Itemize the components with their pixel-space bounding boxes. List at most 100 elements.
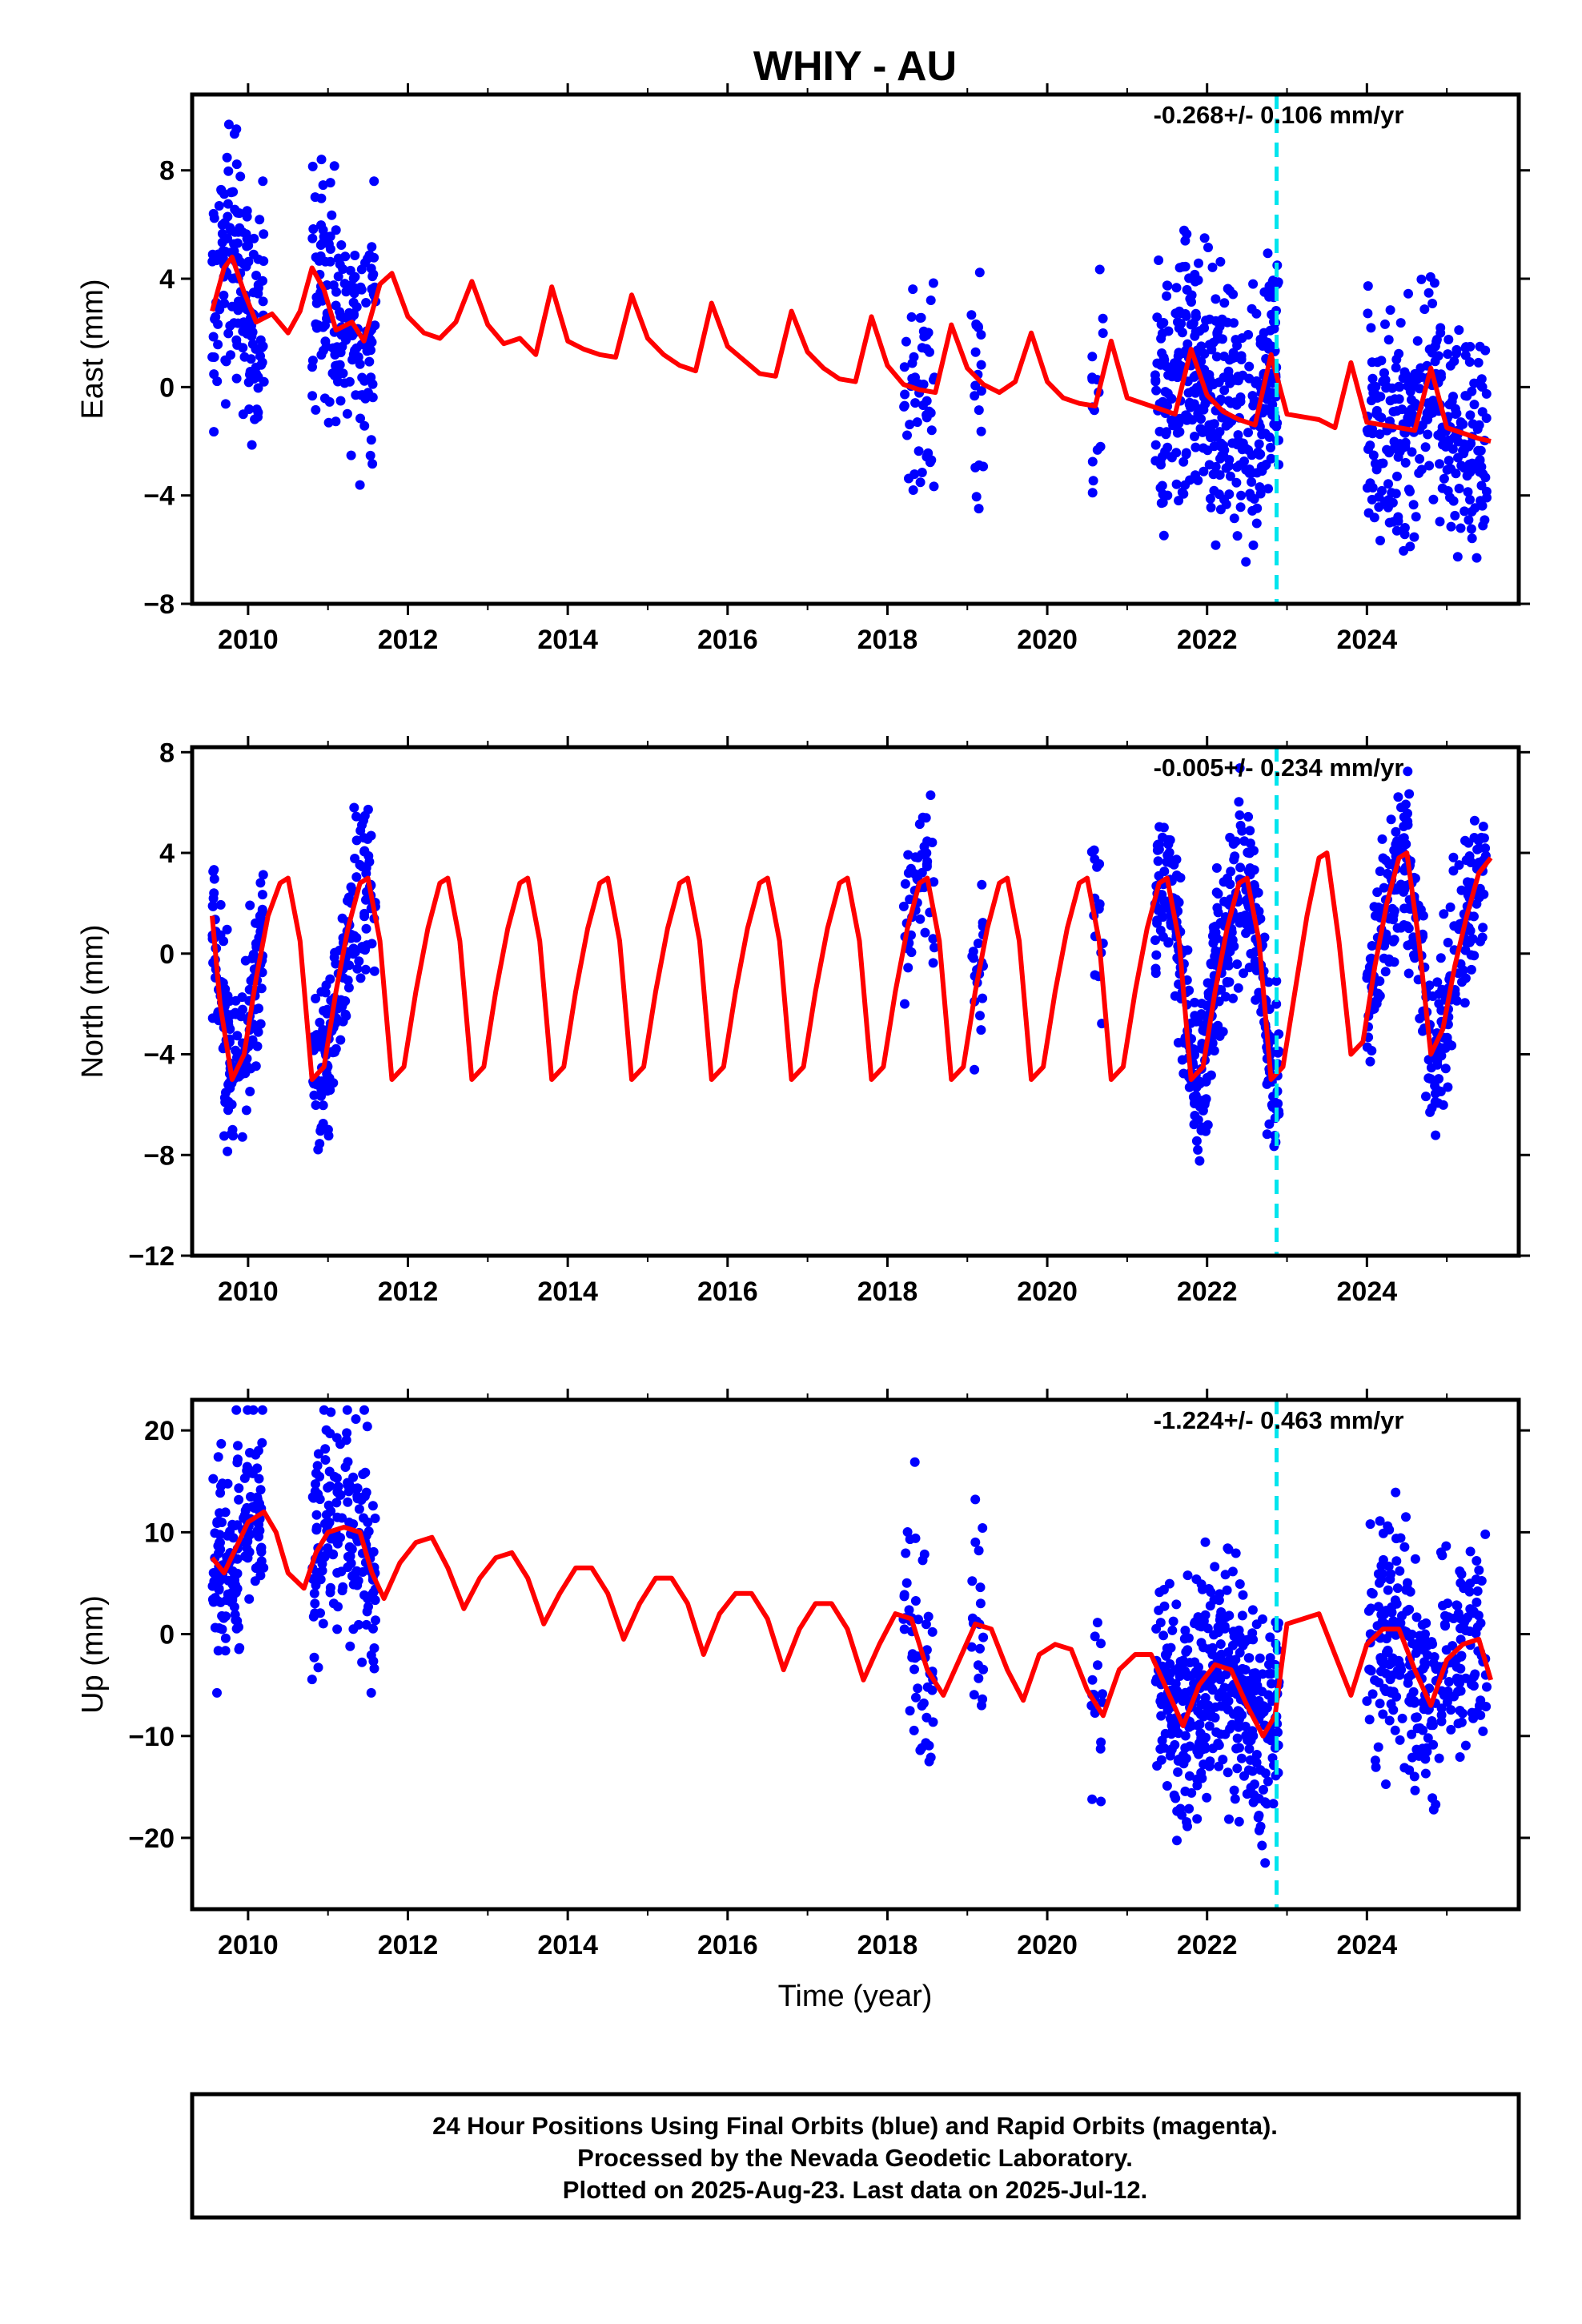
- data-point: [1239, 968, 1249, 979]
- data-point: [1094, 903, 1104, 914]
- data-point: [909, 1664, 919, 1675]
- data-point: [1431, 1130, 1441, 1140]
- data-point: [1230, 851, 1240, 862]
- data-point: [1434, 1047, 1444, 1057]
- data-point: [369, 176, 379, 187]
- data-point: [1365, 1056, 1375, 1067]
- data-point: [1266, 1735, 1276, 1746]
- data-point: [920, 927, 930, 938]
- x-tick-label: 2010: [218, 1930, 279, 1960]
- data-point: [338, 1582, 348, 1592]
- data-point: [1388, 1687, 1399, 1697]
- data-point: [345, 1641, 355, 1651]
- data-point: [1439, 1619, 1450, 1630]
- data-point: [216, 1438, 227, 1449]
- data-point: [333, 376, 343, 387]
- data-point: [333, 1482, 343, 1492]
- data-point: [1221, 991, 1231, 1002]
- data-point: [1254, 439, 1264, 449]
- data-point: [208, 893, 219, 903]
- data-point: [1442, 1032, 1452, 1043]
- data-point: [258, 296, 268, 307]
- data-point: [1215, 1729, 1226, 1739]
- data-point: [229, 239, 239, 249]
- data-point: [1235, 810, 1245, 820]
- data-point: [1098, 328, 1108, 338]
- data-point: [251, 918, 261, 928]
- data-point: [1472, 1556, 1482, 1566]
- data-point: [315, 1471, 325, 1482]
- data-point: [359, 1405, 369, 1415]
- data-point: [325, 256, 335, 267]
- data-point: [1215, 1701, 1226, 1711]
- data-point: [1259, 328, 1269, 338]
- data-point: [1478, 923, 1488, 933]
- data-point: [1158, 1630, 1169, 1641]
- data-point: [1224, 460, 1234, 471]
- data-point: [325, 1481, 335, 1491]
- data-point: [1180, 261, 1191, 271]
- data-point: [331, 959, 341, 969]
- data-point: [1395, 318, 1406, 328]
- data-point: [1409, 532, 1419, 542]
- data-point: [1221, 420, 1231, 431]
- data-point: [1480, 1529, 1491, 1539]
- data-point: [1446, 1724, 1456, 1735]
- data-point: [902, 1527, 913, 1537]
- y-tick-label: 0: [159, 939, 175, 970]
- data-point: [1250, 1686, 1260, 1696]
- data-point: [367, 379, 378, 389]
- data-point: [1196, 1767, 1207, 1778]
- data-point: [1454, 860, 1464, 870]
- data-point: [1367, 1589, 1378, 1599]
- data-point: [1439, 473, 1449, 484]
- data-point: [1195, 424, 1206, 434]
- data-point: [1251, 1702, 1261, 1712]
- data-point: [1262, 1129, 1272, 1140]
- data-point: [1183, 388, 1194, 398]
- data-point: [343, 1497, 353, 1507]
- data-point: [1192, 1814, 1203, 1824]
- data-point: [240, 1551, 251, 1562]
- data-point: [1427, 1793, 1438, 1803]
- data-point: [343, 983, 354, 993]
- data-point: [910, 398, 921, 408]
- data-point: [244, 404, 255, 414]
- data-point: [1199, 233, 1210, 243]
- data-point: [1259, 287, 1270, 297]
- data-point: [214, 1585, 224, 1595]
- data-point: [1456, 523, 1466, 533]
- data-point: [355, 413, 365, 424]
- data-point: [1395, 879, 1406, 890]
- data-point: [348, 349, 359, 360]
- data-point: [1409, 950, 1419, 960]
- data-point: [1237, 1610, 1247, 1621]
- data-point: [231, 1045, 241, 1055]
- data-point: [977, 879, 987, 890]
- data-point: [1240, 1637, 1251, 1647]
- data-point: [1251, 1758, 1262, 1767]
- data-point: [1199, 466, 1209, 476]
- data-point: [1090, 1631, 1100, 1642]
- data-point: [1415, 1723, 1425, 1733]
- data-point: [910, 1596, 921, 1606]
- data-point: [1439, 909, 1449, 919]
- data-point: [975, 1011, 985, 1021]
- data-point: [366, 435, 376, 445]
- data-point: [1206, 1587, 1216, 1597]
- data-point: [1244, 373, 1255, 384]
- data-point: [1236, 1753, 1247, 1763]
- data-point: [1216, 985, 1227, 995]
- data-point: [1206, 502, 1216, 513]
- data-point: [974, 1673, 984, 1683]
- data-point: [1374, 492, 1384, 502]
- data-point: [1190, 269, 1200, 279]
- data-point: [359, 846, 369, 857]
- x-tick-label: 2014: [537, 1930, 598, 1960]
- data-point: [1441, 1541, 1452, 1551]
- data-point: [930, 943, 939, 953]
- data-point: [1480, 515, 1490, 525]
- data-point: [213, 340, 223, 350]
- data-point: [335, 1035, 346, 1045]
- data-point: [1237, 333, 1247, 344]
